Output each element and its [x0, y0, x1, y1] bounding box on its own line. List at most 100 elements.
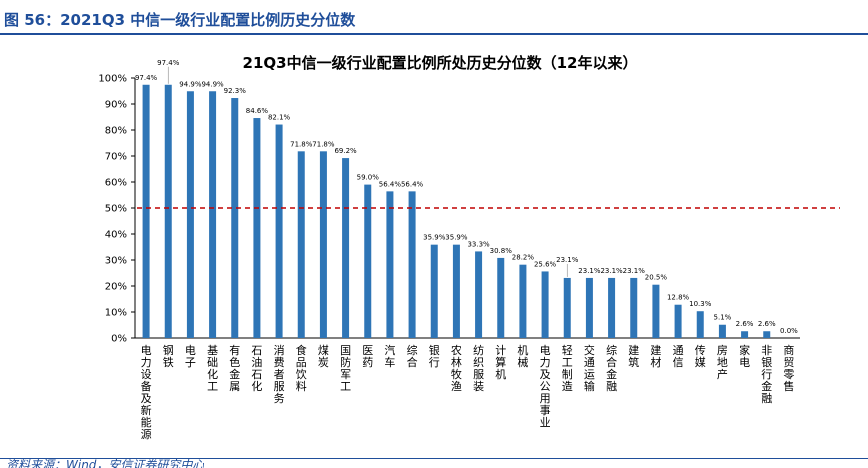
category-label: 商贸零售	[783, 343, 794, 393]
category-label: 钢铁	[163, 344, 174, 369]
y-tick-label: 0%	[111, 334, 127, 345]
category-label: 综合	[407, 343, 418, 369]
bar-12	[386, 191, 394, 338]
category-label: 计算机	[495, 344, 506, 381]
value-label: 35.9%	[423, 234, 446, 242]
value-label: 10.3%	[689, 300, 712, 308]
value-label: 94.9%	[201, 80, 224, 88]
category-label: 通信	[673, 344, 684, 369]
bar-8	[297, 151, 305, 338]
category-label: 石油石化	[251, 344, 262, 393]
value-label: 23.1%	[578, 267, 601, 275]
bar-19	[541, 271, 549, 338]
value-label: 12.8%	[667, 294, 690, 302]
category-label: 房地产	[717, 344, 728, 381]
bar-10	[342, 158, 350, 338]
value-label: 97.4%	[135, 74, 158, 82]
category-label: 汽车	[384, 343, 395, 369]
bar-28	[741, 331, 749, 338]
bar-11	[364, 184, 372, 338]
category-label: 建筑	[628, 343, 639, 369]
bar-14	[430, 244, 438, 338]
y-tick-label: 10%	[105, 308, 127, 319]
bar-22	[608, 277, 616, 338]
value-label: 35.9%	[445, 234, 468, 242]
value-label: 23.1%	[623, 267, 646, 275]
y-tick-label: 50%	[105, 204, 127, 215]
bar-26	[696, 311, 704, 338]
bar-18	[519, 264, 527, 338]
bar-15	[452, 244, 460, 338]
header-rule	[0, 33, 868, 35]
bar-6	[253, 118, 261, 338]
bar-16	[475, 251, 483, 338]
category-label: 电子	[185, 344, 196, 369]
y-tick-label: 80%	[105, 126, 127, 137]
value-label: 2.6%	[736, 320, 754, 328]
bar-20	[563, 277, 571, 338]
value-label: 84.6%	[246, 107, 269, 115]
bar-3	[186, 91, 194, 338]
category-label: 基础化工	[207, 344, 218, 393]
value-label: 71.8%	[290, 140, 313, 148]
category-label: 轻工制造	[562, 343, 573, 393]
value-label: 2.6%	[758, 320, 776, 328]
value-label: 25.6%	[534, 260, 557, 268]
value-label: 56.4%	[401, 180, 424, 188]
bar-21	[585, 277, 593, 338]
bar-chart: 21Q3中信一级行业配置比例所处历史分位数（12年以来） 0% 10% 20% 30% 4…	[98, 54, 840, 441]
figure-label: 图 56：2021Q3 中信一级行业配置比例历史分位数	[4, 11, 356, 29]
category-label: 食品饮料	[296, 343, 307, 393]
value-label: 92.3%	[224, 87, 247, 95]
bar-9	[319, 151, 327, 338]
bar-13	[408, 191, 416, 338]
category-label: 国防军工	[340, 344, 351, 393]
bar-1	[142, 84, 150, 338]
category-label: 传媒	[695, 344, 706, 369]
category-label: 农林牧渔	[451, 343, 462, 393]
bar-2	[164, 84, 172, 338]
value-label: 30.8%	[490, 247, 513, 255]
footer-rule	[0, 458, 868, 459]
bar-24	[652, 284, 660, 338]
value-label: 28.2%	[512, 254, 535, 262]
category-label: 交通运输	[584, 343, 595, 393]
category-label: 消费者服务	[274, 343, 285, 405]
category-label: 银行	[429, 343, 440, 369]
bar-5	[231, 98, 239, 339]
value-label: 33.3%	[467, 240, 490, 248]
bar-29	[763, 331, 771, 338]
bar-25	[674, 304, 682, 338]
y-tick-label: 30%	[105, 256, 127, 267]
bar-17	[497, 257, 505, 338]
bar-4	[209, 91, 217, 338]
value-label: 69.2%	[334, 147, 357, 155]
source-note: 资料来源：Wind，安信证券研究中心	[6, 459, 205, 468]
value-label: 23.1%	[556, 256, 579, 264]
value-label: 59.0%	[357, 174, 380, 182]
value-label: 0.0%	[780, 327, 798, 335]
value-label: 94.9%	[179, 80, 202, 88]
y-tick-label: 90%	[105, 100, 127, 111]
y-tick-label: 20%	[105, 282, 127, 293]
category-label: 综合金融	[606, 343, 617, 393]
value-label: 23.1%	[600, 267, 623, 275]
value-label: 56.4%	[379, 180, 402, 188]
y-tick-label: 40%	[105, 230, 127, 241]
bar-7	[275, 124, 283, 338]
bar-27	[718, 324, 726, 338]
category-label: 机械	[517, 343, 528, 369]
category-label: 建材	[650, 343, 661, 369]
category-label: 纺织服装	[473, 343, 484, 393]
category-label: 医药	[362, 344, 373, 369]
category-label: 非银行金融	[761, 344, 772, 405]
y-tick-label: 100%	[98, 74, 127, 85]
y-tick-label: 60%	[105, 178, 127, 189]
value-label: 20.5%	[645, 274, 668, 282]
category-label: 有色金属	[229, 343, 240, 393]
category-label: 电力及公用事业	[540, 344, 551, 429]
chart-title: 21Q3中信一级行业配置比例所处历史分位数（12年以来）	[243, 54, 638, 72]
category-label: 家电	[739, 343, 750, 369]
value-label: 97.4%	[157, 59, 180, 67]
value-label: 82.1%	[268, 114, 291, 122]
